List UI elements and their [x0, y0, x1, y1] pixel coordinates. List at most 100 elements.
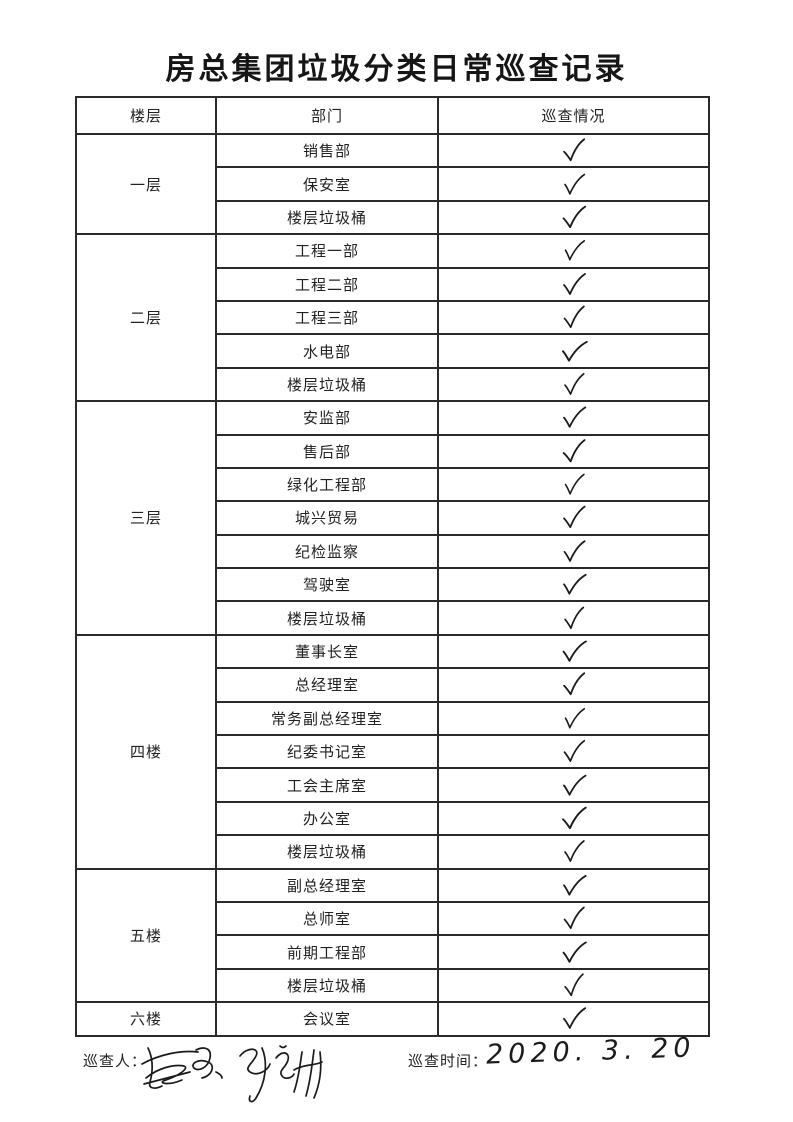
inspection-status-cell [437, 767, 710, 803]
check-icon [562, 640, 587, 662]
inspection-status-cell [437, 800, 710, 837]
table-header-row: 楼层 部门 巡查情况 [75, 96, 710, 135]
table-row: 城兴贸易 [76, 500, 710, 536]
table-row: 工会主席室 [76, 767, 710, 803]
inspection-status-cell [437, 567, 710, 603]
inspection-status-cell [437, 533, 710, 570]
table-row: 保安室 [76, 166, 710, 202]
table-row: 楼层垃圾桶 [76, 834, 710, 870]
table-body: 一层 销售部 保安室 楼层垃圾桶 二层 工程一部 工程二部 工程三部 水电部 楼层垃圾桶 三层 安监部… [75, 132, 710, 1037]
inspection-status-cell [437, 1001, 710, 1037]
inspection-status-cell [437, 667, 710, 703]
table-row: 办公室 [76, 800, 710, 837]
floor-cell: 六楼 [75, 1001, 217, 1037]
department-cell: 常务副总经理室 [215, 700, 439, 737]
table-row: 楼层垃圾桶 [76, 199, 710, 236]
check-icon [563, 840, 585, 863]
table-row: 总师室 [76, 900, 710, 937]
department-cell: 工程二部 [215, 266, 439, 302]
department-cell: 楼层垃圾桶 [215, 967, 439, 1004]
check-icon [561, 340, 588, 362]
department-cell: 办公室 [215, 800, 439, 837]
floor-cell: 一层 [75, 132, 217, 236]
department-cell: 城兴贸易 [215, 500, 439, 536]
table-row: 前期工程部 [76, 934, 710, 970]
department-cell: 前期工程部 [215, 934, 439, 970]
check-icon [562, 874, 587, 896]
table-row: 驾驶室 [76, 567, 710, 603]
inspector-signature-1-icon [141, 1047, 223, 1089]
table-row: 总经理室 [76, 667, 710, 703]
check-icon [563, 973, 584, 997]
inspection-status-cell [437, 400, 710, 436]
table-row: 常务副总经理室 [76, 700, 710, 737]
check-icon [563, 606, 584, 629]
department-cell: 会议室 [215, 1001, 439, 1037]
department-cell: 楼层垃圾桶 [215, 199, 439, 236]
table-row: 一层 销售部 [75, 132, 710, 236]
inspection-status-cell [437, 233, 710, 269]
department-cell: 售后部 [215, 433, 439, 469]
column-header-department: 部门 [215, 96, 439, 135]
page-title: 房总集团垃圾分类日常巡查记录 [165, 53, 628, 86]
table-row: 六楼 会议室 [75, 1001, 710, 1037]
inspection-status-cell [437, 500, 710, 536]
inspection-status-cell [437, 433, 710, 469]
table-row: 四楼 董事长室 [75, 633, 710, 870]
column-header-floor: 楼层 [75, 96, 217, 135]
inspection-status-cell [437, 366, 710, 403]
check-icon [564, 707, 585, 729]
table-row: 水电部 [76, 333, 710, 369]
inspection-table: 楼层 部门 巡查情况 一层 销售部 保安室 楼层垃圾桶 二层 工程一部 工程二部 工程三部 水电… [75, 96, 710, 1037]
inspector-label: 巡查人： [83, 1054, 148, 1070]
check-icon [562, 272, 586, 295]
department-cell: 销售部 [215, 132, 439, 169]
check-icon [563, 540, 585, 562]
inspector-signature-2-icon [239, 1045, 323, 1103]
inspection-status-cell [437, 266, 710, 302]
table-row: 工程二部 [76, 266, 710, 302]
department-cell: 楼层垃圾桶 [215, 834, 439, 870]
floor-cell: 二层 [75, 233, 217, 403]
department-cell: 安监部 [215, 400, 439, 436]
inspection-status-cell [437, 834, 710, 870]
department-cell: 总师室 [215, 900, 439, 937]
inspection-status-cell [437, 466, 710, 503]
inspection-status-cell [437, 967, 710, 1004]
table-row: 纪委书记室 [76, 734, 710, 770]
table-row: 绿化工程部 [76, 466, 710, 503]
table-row: 楼层垃圾桶 [76, 600, 710, 636]
check-icon [562, 406, 586, 429]
check-icon [562, 138, 585, 162]
department-cell: 工会主席室 [215, 767, 439, 803]
check-icon [563, 372, 585, 395]
inspection-status-cell [437, 700, 710, 737]
inspection-status-cell [437, 199, 710, 236]
department-cell: 纪检监察 [215, 533, 439, 570]
table-row: 二层 工程一部 [75, 233, 710, 403]
department-cell: 楼层垃圾桶 [215, 600, 439, 636]
department-cell: 总经理室 [215, 667, 439, 703]
table-row: 三层 安监部 [75, 400, 710, 636]
check-icon [563, 305, 585, 329]
inspection-status-cell [437, 734, 710, 770]
inspection-time-label: 巡查时间： [408, 1054, 489, 1070]
check-icon [563, 740, 585, 763]
department-cell: 纪委书记室 [215, 734, 439, 770]
inspection-status-cell [437, 867, 710, 903]
check-icon [564, 240, 585, 261]
check-icon [562, 574, 587, 595]
check-icon [562, 774, 586, 796]
check-icon [561, 806, 587, 830]
floor-cell: 五楼 [75, 867, 217, 1004]
table-row: 工程三部 [76, 299, 710, 336]
department-cell: 楼层垃圾桶 [215, 366, 439, 403]
department-cell: 驾驶室 [215, 567, 439, 603]
department-cell: 工程一部 [215, 233, 439, 269]
floor-cell: 四楼 [75, 633, 217, 870]
check-icon [562, 941, 587, 963]
check-icon [562, 205, 586, 229]
table-row: 纪检监察 [76, 533, 710, 570]
check-icon [563, 906, 585, 930]
